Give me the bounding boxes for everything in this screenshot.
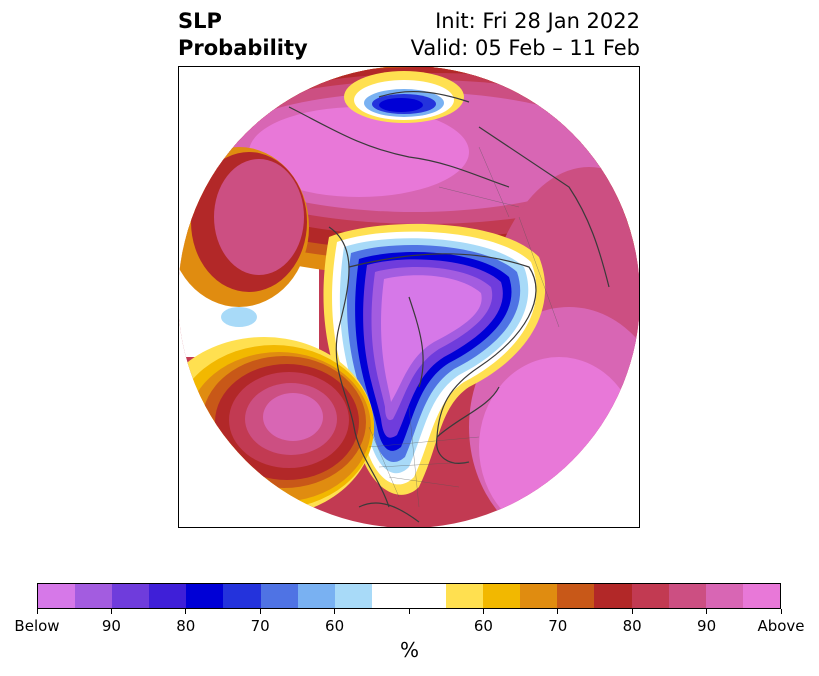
colorbar-tick-label: 60 — [473, 617, 493, 635]
colorbar-swatch — [557, 584, 595, 608]
map-svg — [179, 67, 639, 527]
colorbar-swatch — [742, 584, 780, 608]
colorbar-tick — [259, 609, 261, 614]
colorbar-swatch — [223, 584, 261, 608]
colorbar-swatch — [520, 584, 558, 608]
colorbar-tick — [631, 609, 633, 614]
colorbar-swatch — [75, 584, 113, 608]
north-america-low — [323, 223, 546, 495]
colorbar-tick-label: 70 — [250, 617, 270, 635]
colorbar-swatch — [297, 584, 335, 608]
colorbar-tick — [408, 609, 410, 614]
colorbar-tick — [185, 609, 187, 614]
chart-dates: Init: Fri 28 Jan 2022 Valid: 05 Feb – 11… — [411, 8, 640, 62]
colorbar-tick — [110, 609, 112, 614]
colorbar-swatch — [38, 584, 76, 608]
colorbar-swatch — [186, 584, 224, 608]
init-date: Init: Fri 28 Jan 2022 — [435, 9, 640, 33]
colorbar-swatch — [260, 584, 298, 608]
title-variable: SLP — [178, 9, 222, 33]
coastlines — [288, 90, 610, 523]
colorbar-swatch — [668, 584, 706, 608]
valid-range: Valid: 05 Feb – 11 Feb — [410, 36, 640, 60]
colorbar-swatch — [483, 584, 521, 608]
colorbar-swatch — [112, 584, 150, 608]
colorbar-tick — [36, 609, 38, 614]
colorbar-tick — [482, 609, 484, 614]
colorbar-tick-label: 80 — [622, 617, 642, 635]
colorbar-tick-label: 90 — [697, 617, 717, 635]
chart-title: SLP Probability — [178, 8, 308, 62]
colorbar-tick — [557, 609, 559, 614]
colorbar-swatch — [371, 584, 409, 608]
colorbar-swatch — [408, 584, 447, 608]
colorbar-swatch — [705, 584, 743, 608]
colorbar-tick-label: 90 — [101, 617, 121, 635]
colorbar-swatch — [149, 584, 187, 608]
colorbar-swatch — [334, 584, 372, 608]
borders — [368, 146, 560, 508]
title-product: Probability — [178, 36, 308, 60]
colorbar-tick — [780, 609, 782, 614]
colorbar-tick-label: 60 — [325, 617, 345, 635]
colorbar-swatch — [594, 584, 632, 608]
pacific-weak-low — [221, 307, 257, 327]
colorbar-tick-label: 70 — [548, 617, 568, 635]
colorbar-tick — [334, 609, 336, 614]
colorbar-swatch — [446, 584, 484, 608]
colorbar-tick-label: Below — [14, 617, 60, 635]
colorbar — [37, 583, 781, 609]
colorbar-tick-label: Above — [757, 617, 805, 635]
mediterranean-low — [344, 71, 464, 123]
colorbar-swatch — [631, 584, 669, 608]
colorbar-unit: % — [399, 638, 419, 662]
colorbar-tick-label: 80 — [176, 617, 196, 635]
colorbar-tick — [706, 609, 708, 614]
probability-map — [178, 66, 640, 528]
